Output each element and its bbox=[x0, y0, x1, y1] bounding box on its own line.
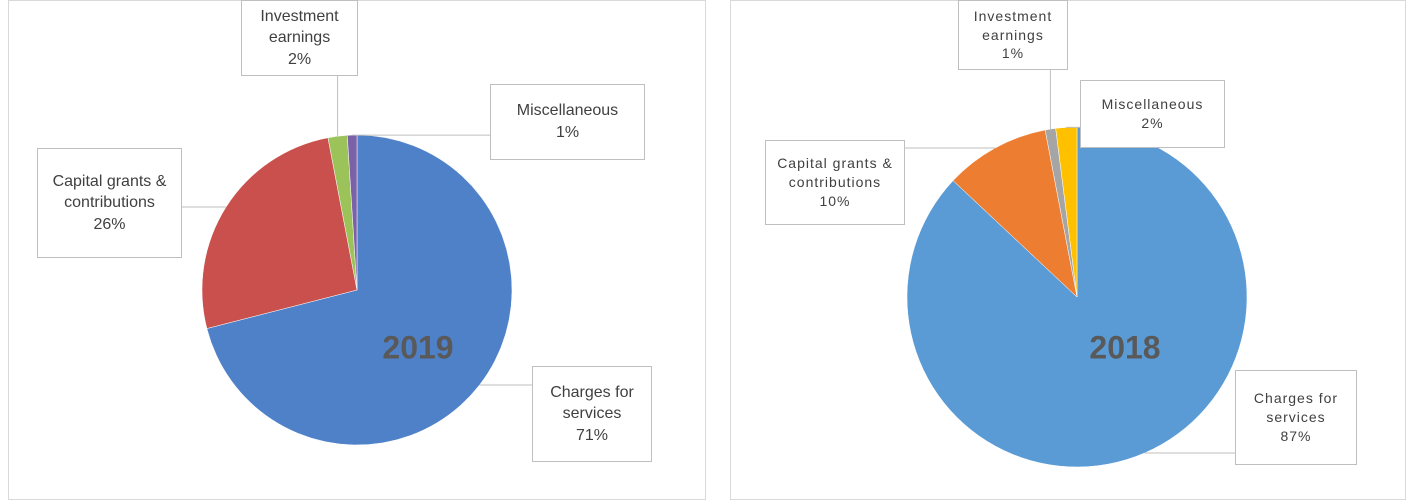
data-label: Miscellaneous 2% bbox=[1080, 80, 1225, 148]
data-label: Investment earnings 1% bbox=[958, 0, 1068, 70]
pie-slice bbox=[906, 126, 1248, 468]
category-label: Capital grants & contributions bbox=[52, 172, 167, 212]
value-label: 1% bbox=[555, 124, 580, 141]
value-label: 10% bbox=[819, 192, 851, 209]
chart-title: 2018 bbox=[1089, 329, 1160, 365]
value-label: 2% bbox=[1141, 115, 1164, 131]
data-label: Charges for services 87% bbox=[1235, 370, 1357, 465]
value-label: 1% bbox=[1001, 45, 1025, 62]
value-label: 87% bbox=[1280, 427, 1312, 444]
category-label: Charges for services bbox=[1253, 390, 1339, 426]
pie-slice bbox=[206, 134, 513, 446]
data-label: Charges for services 71% bbox=[532, 366, 652, 462]
data-label: Investment earnings 2% bbox=[241, 0, 358, 76]
value-label: 26% bbox=[93, 215, 126, 233]
pie-slice bbox=[201, 137, 358, 329]
category-label: Miscellaneous bbox=[1101, 96, 1204, 113]
category-label: Miscellaneous bbox=[516, 102, 619, 120]
value-label: 2% bbox=[287, 50, 312, 68]
category-label: Charges for services bbox=[550, 383, 634, 423]
value-label: 71% bbox=[575, 426, 609, 444]
pie-slice bbox=[952, 129, 1078, 298]
chart-title: 2019 bbox=[382, 329, 453, 365]
category-label: Investment earnings bbox=[973, 7, 1053, 43]
data-label: Miscellaneous 1% bbox=[490, 84, 645, 160]
data-label: Capital grants & contributions 10% bbox=[765, 140, 905, 225]
category-label: Investment earnings bbox=[260, 7, 339, 47]
data-label: Capital grants & contributions 26% bbox=[37, 148, 182, 258]
category-label: Capital grants & contributions bbox=[777, 155, 893, 191]
